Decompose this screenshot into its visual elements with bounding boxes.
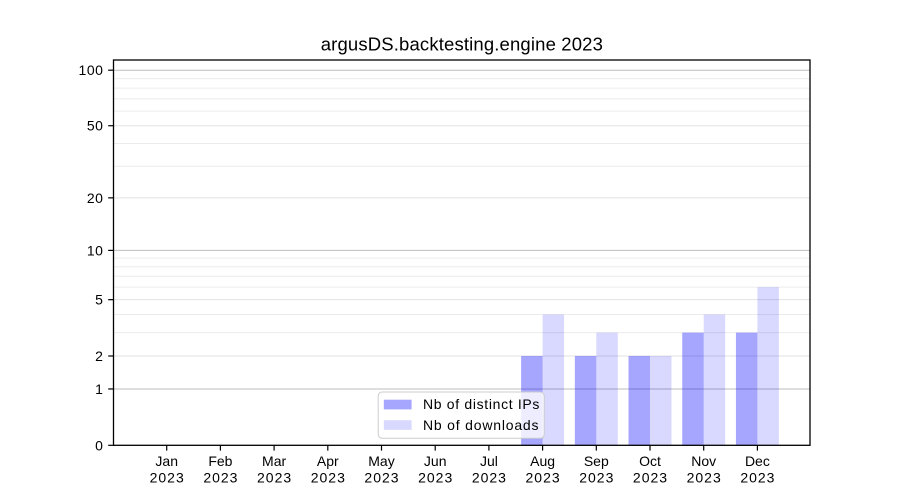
svg-text:2023: 2023 bbox=[311, 469, 346, 485]
svg-text:argusDS.backtesting.engine 202: argusDS.backtesting.engine 2023 bbox=[321, 33, 603, 54]
svg-text:2023: 2023 bbox=[364, 469, 399, 485]
svg-text:2: 2 bbox=[95, 348, 103, 364]
svg-text:Aug: Aug bbox=[530, 453, 555, 469]
svg-text:Nb of distinct IPs: Nb of distinct IPs bbox=[423, 396, 540, 412]
svg-text:50: 50 bbox=[87, 118, 104, 134]
svg-text:Dec: Dec bbox=[745, 453, 770, 469]
svg-text:Jun: Jun bbox=[424, 453, 447, 469]
svg-text:2023: 2023 bbox=[203, 469, 238, 485]
svg-text:2023: 2023 bbox=[579, 469, 614, 485]
svg-text:2023: 2023 bbox=[418, 469, 453, 485]
svg-text:100: 100 bbox=[79, 62, 104, 78]
svg-text:0: 0 bbox=[95, 437, 103, 453]
svg-text:2023: 2023 bbox=[740, 469, 775, 485]
svg-text:5: 5 bbox=[95, 292, 103, 308]
svg-text:Jan: Jan bbox=[155, 453, 178, 469]
svg-text:2023: 2023 bbox=[257, 469, 292, 485]
svg-text:2023: 2023 bbox=[687, 469, 722, 485]
svg-text:2023: 2023 bbox=[633, 469, 668, 485]
svg-text:Apr: Apr bbox=[317, 453, 339, 469]
svg-text:Feb: Feb bbox=[208, 453, 232, 469]
svg-text:Oct: Oct bbox=[639, 453, 661, 469]
svg-text:Nov: Nov bbox=[691, 453, 716, 469]
svg-text:10: 10 bbox=[87, 242, 104, 258]
svg-text:May: May bbox=[368, 453, 394, 469]
svg-text:Sep: Sep bbox=[584, 453, 609, 469]
svg-text:Jul: Jul bbox=[480, 453, 498, 469]
svg-text:2023: 2023 bbox=[150, 469, 185, 485]
svg-text:20: 20 bbox=[87, 190, 104, 206]
svg-text:Nb of downloads: Nb of downloads bbox=[423, 417, 539, 433]
svg-text:2023: 2023 bbox=[526, 469, 561, 485]
svg-text:Mar: Mar bbox=[262, 453, 286, 469]
svg-text:1: 1 bbox=[95, 381, 103, 397]
svg-text:2023: 2023 bbox=[472, 469, 507, 485]
